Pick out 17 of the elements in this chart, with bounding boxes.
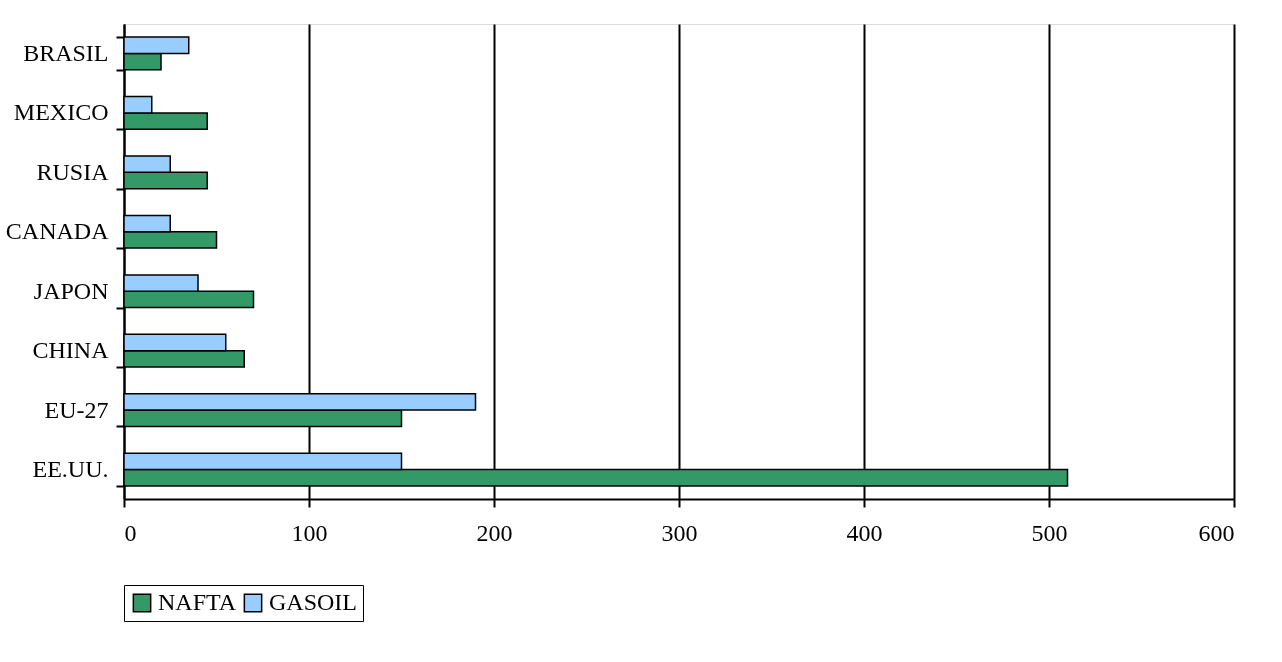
x-tick-label: 600 [1198, 519, 1235, 546]
x-tick-label: 0 [124, 519, 137, 546]
x-tick-label: 300 [661, 519, 698, 546]
y-tick-label: EE.UU. [32, 456, 109, 483]
x-tick-label: 500 [1031, 519, 1068, 546]
y-tick-label: EU-27 [44, 396, 109, 423]
y-tick-label: CHINA [32, 337, 110, 364]
legend-label: GASOIL [269, 589, 357, 615]
x-tick-label: 100 [291, 519, 328, 546]
y-tick-label: RUSIA [36, 158, 110, 185]
legend-label: NAFTA [158, 589, 237, 615]
x-tick-label: 400 [846, 519, 883, 546]
y-tick-label: MEXICO [13, 99, 109, 126]
y-tick-label: CANADA [5, 218, 110, 245]
y-tick-label: JAPON [33, 277, 109, 304]
y-tick-label: BRASIL [23, 39, 109, 66]
x-tick-label: 200 [476, 519, 513, 546]
